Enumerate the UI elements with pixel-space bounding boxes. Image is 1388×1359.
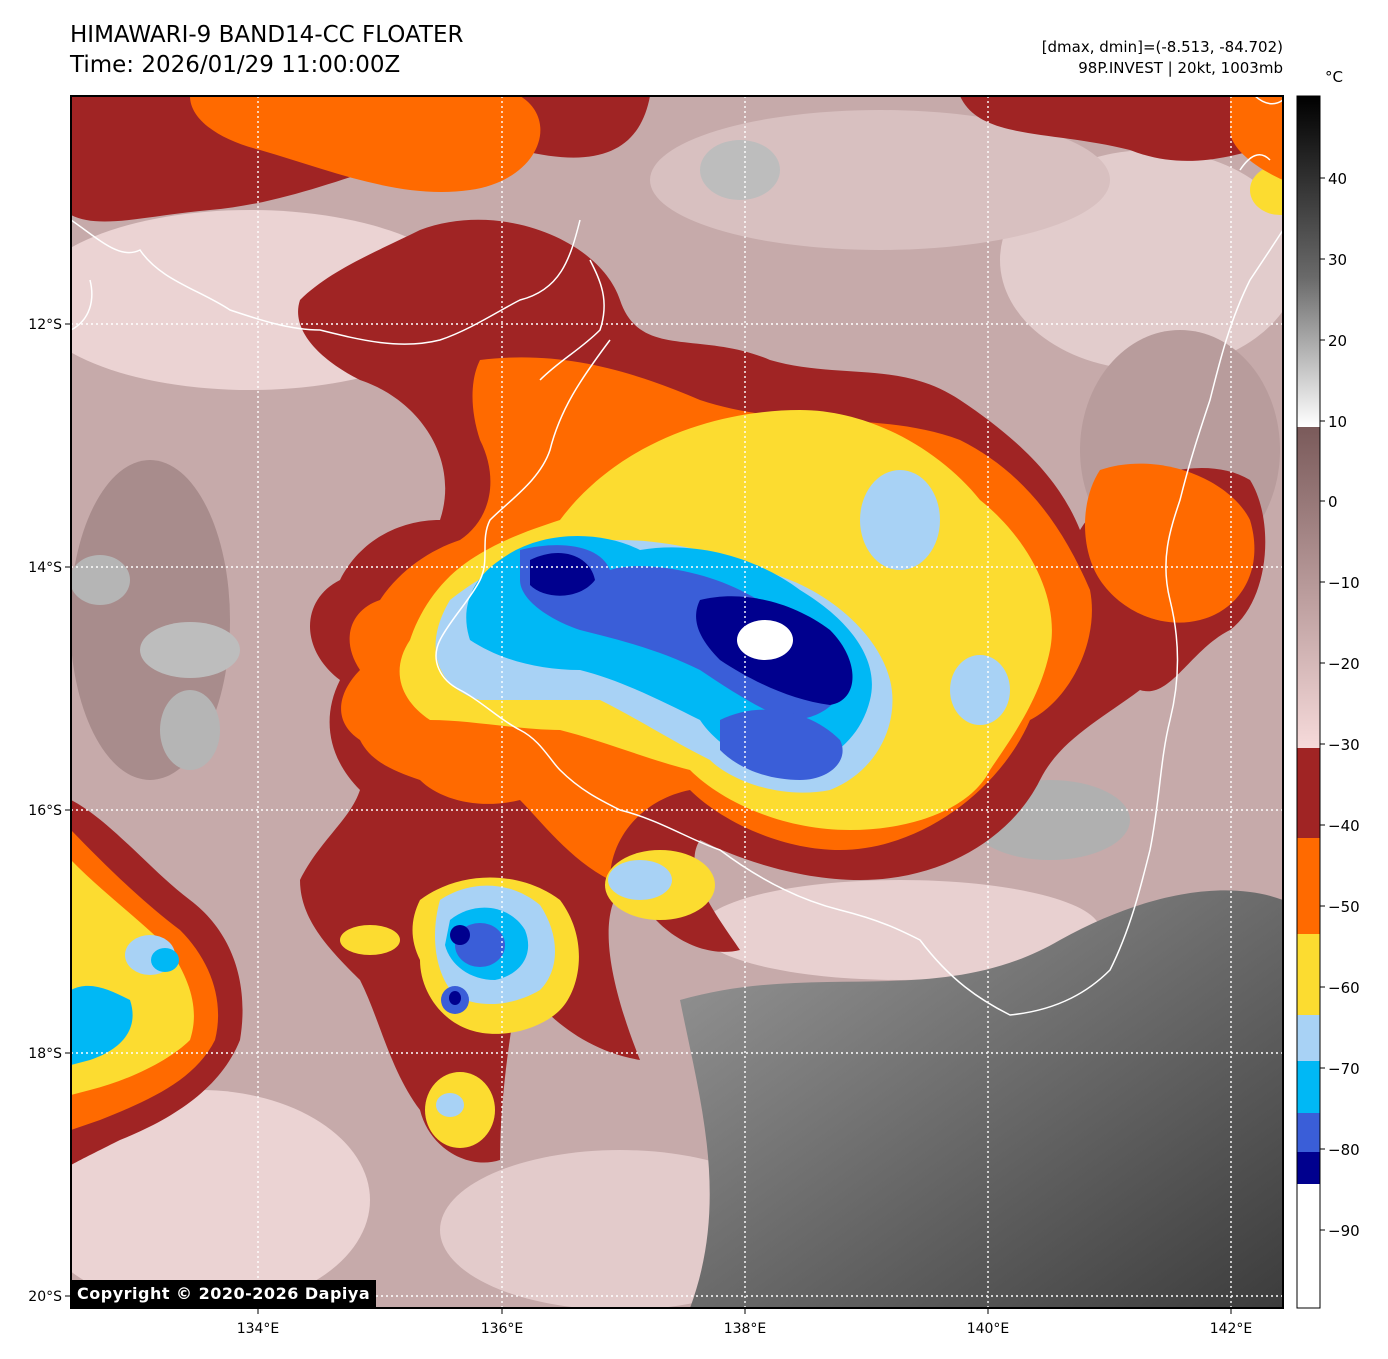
colorbar-tick: 10	[1328, 413, 1347, 431]
lat-label-18s: 18°S	[28, 1046, 62, 1062]
stats-block: [dmax, dmin]=(-8.513, -84.702) 98P.INVES…	[1042, 37, 1283, 79]
lat-label-12s: 12°S	[28, 317, 62, 333]
lon-label-134: 134°E	[237, 1321, 280, 1337]
axis-ticks	[65, 323, 1232, 1314]
colorbar-tick: −50	[1328, 898, 1360, 916]
colorbar-tick: −30	[1328, 736, 1360, 754]
coastline-layer	[71, 96, 1283, 1016]
map-title: HIMAWARI-9 BAND14-CC FLOATER	[70, 22, 464, 48]
colorbar-tick: −80	[1328, 1141, 1360, 1159]
copyright-badge: Copyright © 2020-2026 Dapiya	[71, 1280, 377, 1308]
lon-label-136: 136°E	[481, 1321, 524, 1337]
colorbar-tick: −90	[1328, 1222, 1360, 1240]
lat-label-16s: 16°S	[28, 803, 62, 819]
lat-label-14s: 14°S	[28, 560, 62, 576]
map-timestamp: Time: 2026/01/29 11:00:00Z	[70, 52, 401, 78]
colorbar-tick: 0	[1328, 493, 1338, 511]
map-frame	[70, 95, 1284, 1309]
colorbar-tick: 40	[1328, 170, 1347, 188]
imagery-layer	[71, 96, 1283, 1308]
colorbar-tick: −10	[1328, 574, 1360, 592]
range-stats: [dmax, dmin]=(-8.513, -84.702)	[1041, 38, 1283, 56]
lat-label-20s: 20°S	[28, 1289, 62, 1305]
colorbar: 40 30 20 10 0 −10 −20 −30 −40 −50 −60 −7…	[1296, 95, 1360, 1309]
colorbar-tick: −60	[1328, 979, 1360, 997]
colorbar-tick: 30	[1328, 251, 1347, 269]
colorbar-unit: °C	[1325, 68, 1343, 86]
colorbar-tick: −40	[1328, 817, 1360, 835]
colorbar-tick: −70	[1328, 1060, 1360, 1078]
graticule	[71, 96, 1283, 1308]
colorbar-tick: 20	[1328, 332, 1347, 350]
storm-info: 98P.INVEST | 20kt, 1003mb	[1078, 59, 1283, 77]
lon-label-140: 140°E	[967, 1321, 1010, 1337]
lon-label-142: 142°E	[1210, 1321, 1253, 1337]
title-block: HIMAWARI-9 BAND14-CC FLOATER Time: 2026/…	[70, 20, 463, 80]
colorbar-tick: −20	[1328, 655, 1360, 673]
lon-label-138: 138°E	[724, 1321, 767, 1337]
